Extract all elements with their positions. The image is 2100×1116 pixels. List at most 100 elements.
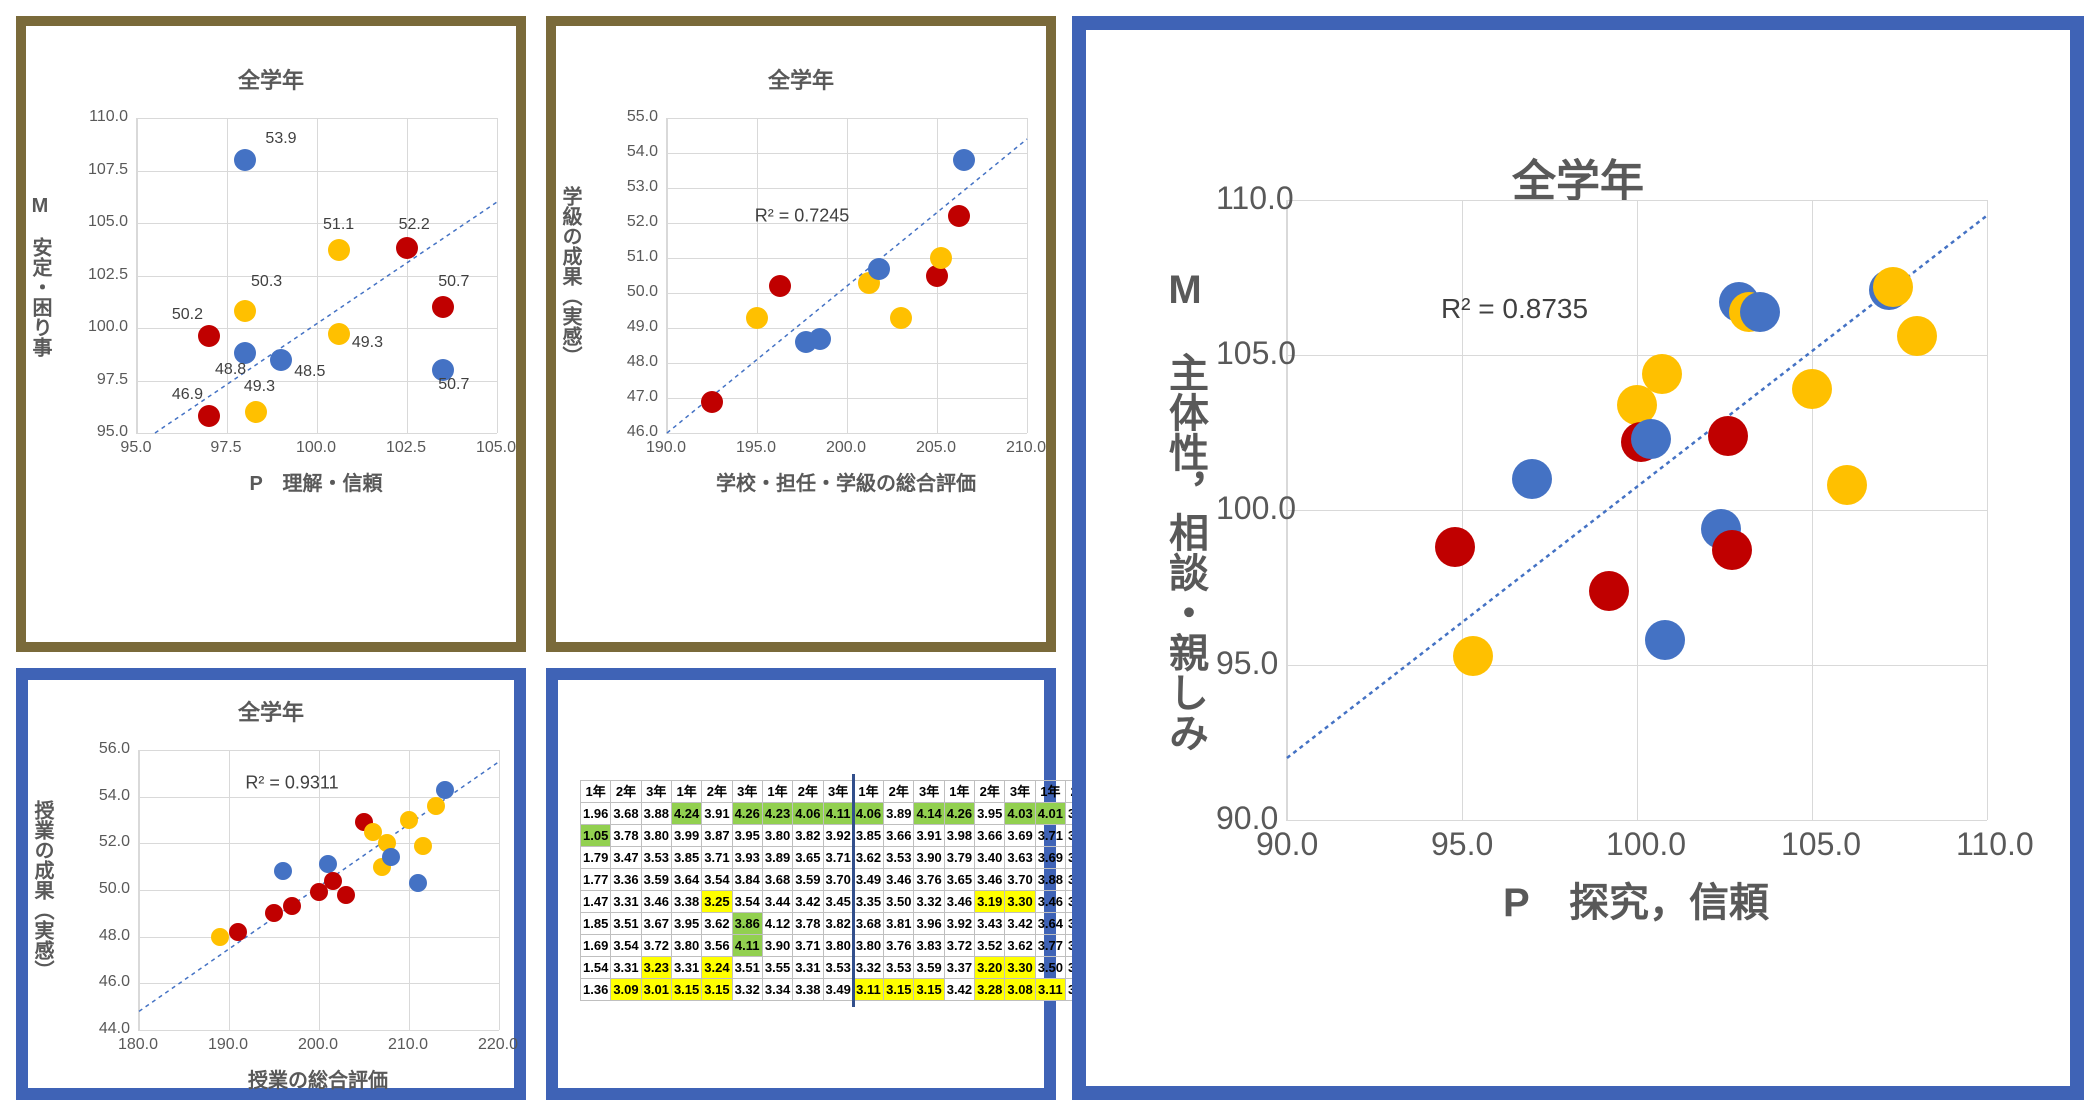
x-tick: 105.0: [1781, 826, 1841, 863]
y-gridline: [139, 1030, 499, 1031]
table-cell: 3.88: [1035, 869, 1065, 891]
table-cell: 1.36: [581, 979, 611, 1001]
y-tick: 55.0: [596, 108, 658, 126]
table-cell: 3.71: [1035, 825, 1065, 847]
data-point: [930, 247, 952, 269]
y-tick: 54.0: [68, 787, 130, 805]
data-point: [400, 811, 418, 829]
data-point: [1740, 292, 1780, 332]
data-point: [198, 405, 220, 427]
table-cell: 3.52: [975, 935, 1005, 957]
data-point: [890, 307, 912, 329]
table-header: 3年: [732, 781, 762, 803]
table-cell: 3.76: [884, 935, 914, 957]
table-cell: 3.83: [914, 935, 944, 957]
data-label: 49.3: [244, 378, 275, 396]
table-cell: 3.65: [793, 847, 823, 869]
data-point: [337, 886, 355, 904]
table-cell: 3.68: [762, 869, 792, 891]
table-cell: 3.32: [853, 957, 883, 979]
x-tick: 97.5: [196, 439, 256, 457]
y-tick: 100.0: [66, 318, 128, 336]
data-point: [1708, 416, 1748, 456]
data-point: [1897, 316, 1937, 356]
table-cell: 3.88: [641, 803, 671, 825]
table-cell: 3.78: [793, 913, 823, 935]
table-cell: 1.85: [581, 913, 611, 935]
table-cell: 3.85: [671, 847, 701, 869]
x-tick: 100.0: [1606, 826, 1666, 863]
x-gridline: [1027, 118, 1028, 433]
table-cell: 3.84: [732, 869, 762, 891]
table-cell: 3.01: [641, 979, 671, 1001]
y-tick: 53.0: [596, 178, 658, 196]
y-gridline: [137, 433, 497, 434]
data-point: [328, 239, 350, 261]
table-cell: 3.87: [702, 825, 732, 847]
table-header: 3年: [823, 781, 853, 803]
table-cell: 3.67: [641, 913, 671, 935]
x-tick: 190.0: [198, 1036, 258, 1054]
data-point: [229, 923, 247, 941]
y-tick: 44.0: [68, 1020, 130, 1038]
table-cell: 3.77: [1035, 935, 1065, 957]
table-cell: 3.35: [853, 891, 883, 913]
table-cell: 3.47: [611, 847, 641, 869]
table-cell: 3.46: [884, 869, 914, 891]
table-cell: 3.99: [671, 825, 701, 847]
data-point: [328, 323, 350, 345]
table-cell: 3.54: [702, 869, 732, 891]
data-point: [198, 325, 220, 347]
data-point: [809, 328, 831, 350]
y-tick: 50.0: [68, 880, 130, 898]
table-cell: 3.37: [944, 957, 974, 979]
y-tick: 95.0: [1216, 645, 1278, 682]
table-cell: 4.24: [671, 803, 701, 825]
data-point: [1631, 419, 1671, 459]
table-cell: 3.93: [732, 847, 762, 869]
y-tick: 56.0: [68, 740, 130, 758]
table-cell: 3.46: [641, 891, 671, 913]
plot-area: R² = 0.7245: [666, 118, 1027, 434]
table-cell: 3.31: [611, 957, 641, 979]
y-tick: 105.0: [66, 213, 128, 231]
table-cell: 4.03: [1005, 803, 1035, 825]
x-axis-label: 授業の総合評価: [138, 1064, 498, 1093]
table-cell: 3.92: [944, 913, 974, 935]
table-cell: 3.49: [853, 869, 883, 891]
table-cell: 3.50: [1035, 957, 1065, 979]
table-cell: 3.70: [823, 869, 853, 891]
y-tick: 46.0: [596, 423, 658, 441]
table-cell: 3.25: [702, 891, 732, 913]
data-point: [324, 872, 342, 890]
data-label: 49.3: [352, 334, 383, 352]
table-cell: 3.08: [1005, 979, 1035, 1001]
chart-panel-E: 全学年R² = 0.873590.095.0100.0105.0110.090.…: [1072, 16, 2084, 1100]
data-point: [1712, 530, 1752, 570]
data-point: [396, 237, 418, 259]
table-cell: 3.46: [1035, 891, 1065, 913]
r-squared: R² = 0.8735: [1441, 293, 1588, 325]
table-cell: 3.38: [793, 979, 823, 1001]
table-cell: 3.68: [853, 913, 883, 935]
table-cell: 3.72: [944, 935, 974, 957]
table-cell: 4.14: [914, 803, 944, 825]
data-point: [274, 862, 292, 880]
table-cell: 3.71: [823, 847, 853, 869]
x-tick: 205.0: [906, 439, 966, 457]
table-cell: 1.69: [581, 935, 611, 957]
table-cell: 3.54: [611, 935, 641, 957]
table-cell: 3.69: [1035, 847, 1065, 869]
table-cell: 3.62: [853, 847, 883, 869]
table-cell: 3.34: [762, 979, 792, 1001]
y-tick: 90.0: [1216, 800, 1278, 837]
table-cell: 3.15: [671, 979, 701, 1001]
table-cell: 1.96: [581, 803, 611, 825]
chart-title: 全学年: [26, 63, 516, 95]
table-cell: 1.79: [581, 847, 611, 869]
x-tick: 102.5: [376, 439, 436, 457]
y-tick: 100.0: [1216, 490, 1278, 527]
table-cell: 3.80: [823, 935, 853, 957]
data-point: [769, 275, 791, 297]
table-cell: 3.90: [914, 847, 944, 869]
